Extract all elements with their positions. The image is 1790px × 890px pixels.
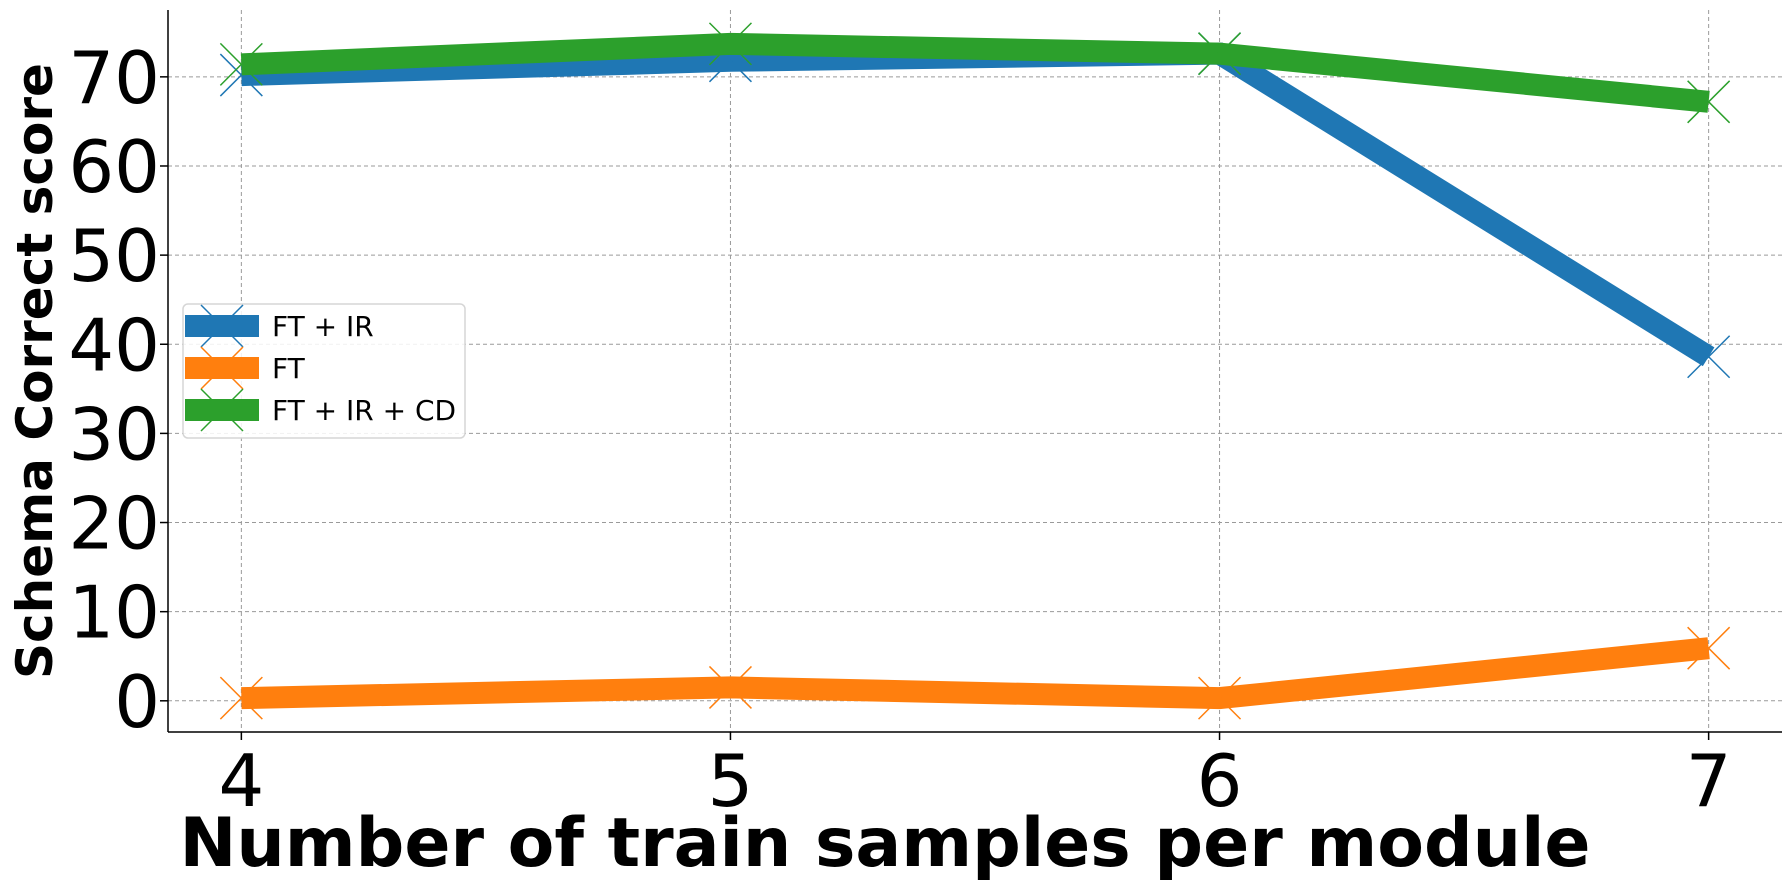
legend-marker [200,304,244,348]
x-tick-label: 4 [218,739,264,823]
data-point-marker [1687,80,1731,124]
legend-label: FT + IR [272,310,374,343]
y-tick-label: 70 [68,36,160,120]
legend-marker [200,346,244,390]
data-point-marker [1687,335,1731,379]
y-axis-label: Schema Correct score [6,63,64,679]
series-line [240,32,1710,113]
y-tick-label: 50 [68,214,160,298]
legend-label: FT + IR + CD [272,394,456,427]
y-tick-label: 20 [68,482,160,566]
data-point-marker [219,42,263,86]
series-line [241,637,1710,710]
series-lines [219,22,1731,720]
legend-marker [200,388,244,432]
data-point-marker [708,22,752,66]
axes [160,10,1782,740]
data-point-marker [1198,32,1242,76]
legend-label: FT [272,352,306,385]
y-tick-label: 0 [114,660,160,744]
y-tick-label: 30 [68,392,160,476]
data-point-marker [219,676,263,720]
y-tick-label: 10 [68,571,160,655]
legend: FT + IR FT FT + IR + CD [182,303,466,439]
x-tick-label: 6 [1197,739,1243,823]
y-tick-label: 40 [68,303,160,387]
x-tick-label: 5 [708,739,754,823]
data-point-marker [1198,676,1242,720]
x-axis-label: Number of train samples per module [179,804,1590,883]
x-tick-label: 7 [1686,739,1732,823]
y-tick-label: 60 [68,125,160,209]
data-point-marker [708,665,752,709]
data-point-marker [1687,626,1731,670]
